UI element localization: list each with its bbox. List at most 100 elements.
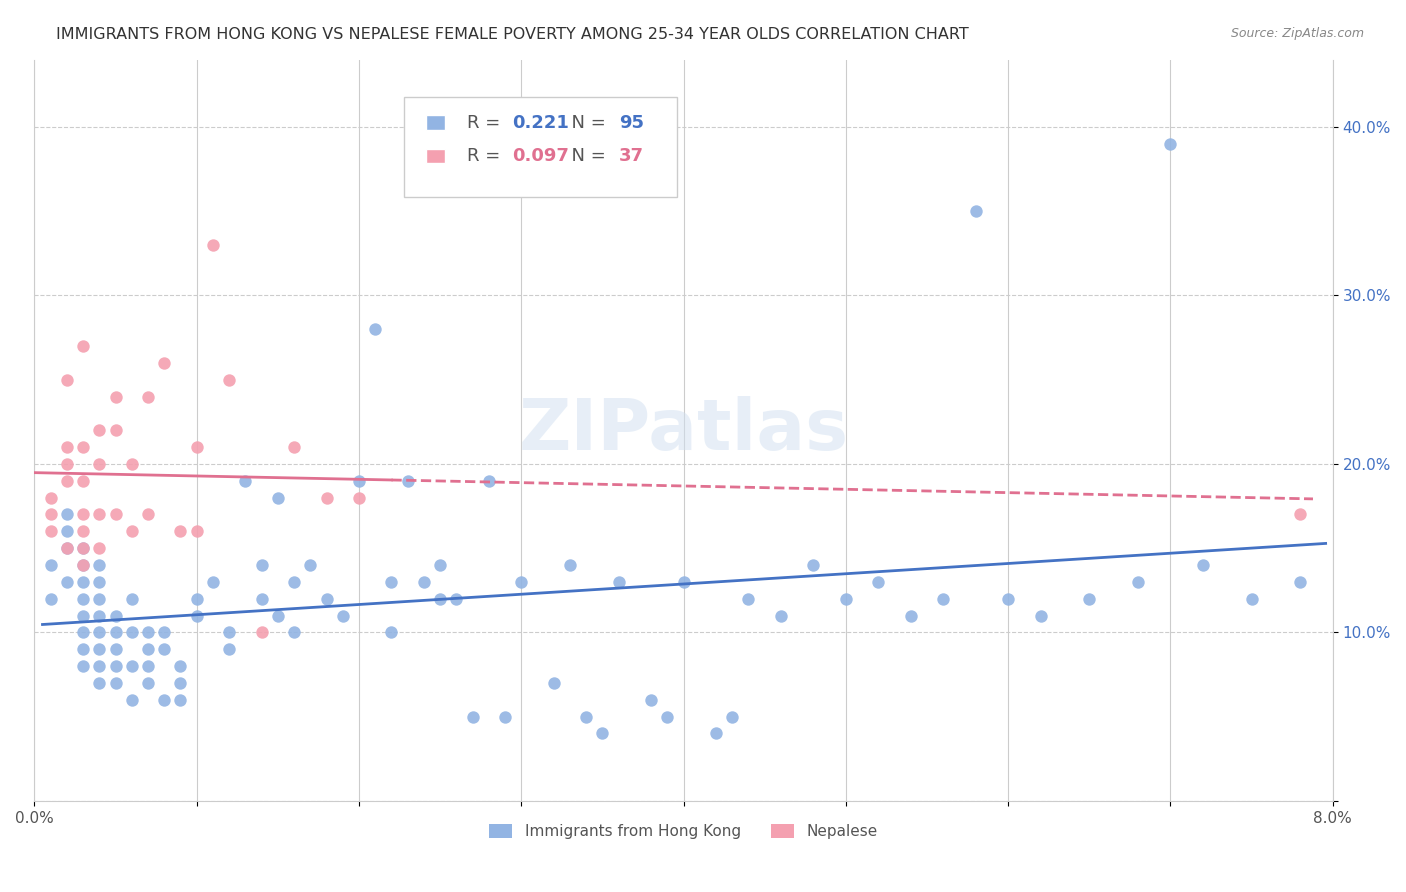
Point <box>769 608 792 623</box>
Point <box>315 491 337 505</box>
Point <box>56 508 79 522</box>
Point <box>868 574 890 589</box>
Point <box>965 204 987 219</box>
Point <box>72 558 94 572</box>
Point <box>136 659 159 673</box>
Point <box>997 591 1019 606</box>
Point <box>72 541 94 556</box>
Point <box>39 558 62 572</box>
Point <box>121 693 143 707</box>
Point <box>1078 591 1101 606</box>
Point <box>89 423 111 437</box>
Point <box>39 524 62 539</box>
Point <box>72 608 94 623</box>
Point <box>104 659 127 673</box>
Point <box>89 457 111 471</box>
Point <box>803 558 825 572</box>
FancyBboxPatch shape <box>405 96 678 197</box>
Point <box>1289 508 1312 522</box>
Point <box>121 659 143 673</box>
Point <box>1240 591 1263 606</box>
Point <box>283 574 305 589</box>
Text: R =: R = <box>467 113 506 132</box>
Point <box>104 508 127 522</box>
Point <box>396 474 419 488</box>
Point <box>558 558 581 572</box>
Text: Source: ZipAtlas.com: Source: ZipAtlas.com <box>1230 27 1364 40</box>
Point <box>380 625 402 640</box>
Point <box>72 642 94 657</box>
Point <box>186 440 208 454</box>
Point <box>72 558 94 572</box>
Point <box>201 238 224 252</box>
Point <box>72 574 94 589</box>
Text: 0.221: 0.221 <box>512 113 569 132</box>
Point <box>72 524 94 539</box>
Point <box>72 440 94 454</box>
Point <box>267 491 290 505</box>
Text: N =: N = <box>560 147 612 165</box>
Text: ZIPatlas: ZIPatlas <box>519 396 849 465</box>
Point <box>89 591 111 606</box>
Point <box>672 574 695 589</box>
Point <box>1029 608 1052 623</box>
Text: IMMIGRANTS FROM HONG KONG VS NEPALESE FEMALE POVERTY AMONG 25-34 YEAR OLDS CORRE: IMMIGRANTS FROM HONG KONG VS NEPALESE FE… <box>56 27 969 42</box>
Point <box>186 524 208 539</box>
Point <box>39 508 62 522</box>
Point <box>1192 558 1215 572</box>
Point <box>299 558 322 572</box>
Point <box>72 541 94 556</box>
Point <box>136 676 159 690</box>
Point <box>72 625 94 640</box>
Point <box>89 642 111 657</box>
Point <box>704 726 727 740</box>
Text: 95: 95 <box>619 113 644 132</box>
Point <box>283 625 305 640</box>
Point <box>283 440 305 454</box>
Point <box>478 474 501 488</box>
Point <box>72 339 94 353</box>
Point <box>104 423 127 437</box>
Point <box>72 508 94 522</box>
Point <box>510 574 533 589</box>
Point <box>575 709 598 723</box>
Point <box>153 642 176 657</box>
Point <box>607 574 630 589</box>
Point <box>153 356 176 370</box>
Point <box>835 591 858 606</box>
Point <box>429 591 451 606</box>
Legend: Immigrants from Hong Kong, Nepalese: Immigrants from Hong Kong, Nepalese <box>484 818 884 845</box>
Point <box>380 574 402 589</box>
Point <box>104 676 127 690</box>
Point <box>250 591 273 606</box>
Point <box>347 491 370 505</box>
Point <box>461 709 484 723</box>
Point <box>332 608 354 623</box>
Point <box>104 625 127 640</box>
Point <box>121 457 143 471</box>
Point <box>89 558 111 572</box>
Point <box>72 474 94 488</box>
Point <box>186 591 208 606</box>
Point <box>89 659 111 673</box>
Point <box>364 322 387 336</box>
Point <box>89 676 111 690</box>
Point <box>104 642 127 657</box>
Point <box>315 591 337 606</box>
Point <box>494 709 516 723</box>
Point <box>104 390 127 404</box>
Point <box>737 591 759 606</box>
Point <box>136 508 159 522</box>
Text: 0.097: 0.097 <box>512 147 569 165</box>
Point <box>153 693 176 707</box>
Point <box>56 474 79 488</box>
Point <box>56 440 79 454</box>
Point <box>89 541 111 556</box>
Point <box>89 508 111 522</box>
Point <box>591 726 613 740</box>
Point <box>104 608 127 623</box>
Point <box>169 659 191 673</box>
Point <box>932 591 955 606</box>
Point <box>429 558 451 572</box>
Point <box>1126 574 1149 589</box>
